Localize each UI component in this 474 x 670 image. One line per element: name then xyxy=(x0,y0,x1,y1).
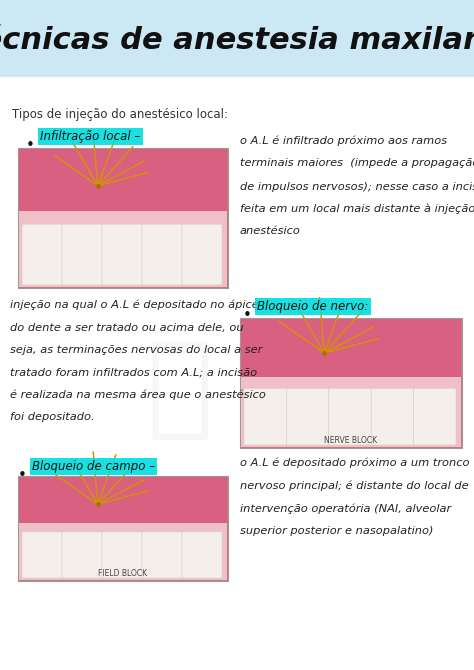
Text: feita em um local mais distante à injeção do: feita em um local mais distante à injeçã… xyxy=(240,204,474,214)
FancyBboxPatch shape xyxy=(371,389,414,445)
FancyBboxPatch shape xyxy=(102,532,142,578)
Bar xyxy=(18,476,228,581)
Text: FIELD BLOCK: FIELD BLOCK xyxy=(99,569,147,578)
Text: o A.L é depositado próximo a um tronco: o A.L é depositado próximo a um tronco xyxy=(240,458,470,468)
Bar xyxy=(241,319,461,377)
FancyBboxPatch shape xyxy=(182,532,222,578)
FancyBboxPatch shape xyxy=(329,389,371,445)
Text: •: • xyxy=(243,308,251,323)
Text: é realizada na mesma área que o anestésico: é realizada na mesma área que o anestési… xyxy=(10,390,266,401)
FancyBboxPatch shape xyxy=(102,224,142,285)
FancyBboxPatch shape xyxy=(62,224,102,285)
Bar xyxy=(19,477,227,524)
Bar xyxy=(0,0,474,77)
Text: tratado foram infiltrados com A.L; a incisão: tratado foram infiltrados com A.L; a inc… xyxy=(10,368,257,377)
FancyBboxPatch shape xyxy=(414,389,456,445)
Text: o A.L é infiltrado próximo aos ramos: o A.L é infiltrado próximo aos ramos xyxy=(240,136,447,147)
FancyBboxPatch shape xyxy=(142,224,182,285)
FancyBboxPatch shape xyxy=(286,389,329,445)
Text: Bloqueio de nervo:: Bloqueio de nervo: xyxy=(257,300,368,313)
Bar xyxy=(19,523,227,580)
Bar xyxy=(19,211,227,287)
Text: intervenção operatória (NAI, alveolar: intervenção operatória (NAI, alveolar xyxy=(240,503,451,513)
Text: nervoso principal; é distante do local de: nervoso principal; é distante do local d… xyxy=(240,480,469,491)
Text: 🦷: 🦷 xyxy=(147,336,213,444)
Bar xyxy=(18,148,228,288)
Text: do dente a ser tratado ou acima dele, ou: do dente a ser tratado ou acima dele, ou xyxy=(10,322,244,332)
Text: terminais maiores  (impede a propagação: terminais maiores (impede a propagação xyxy=(240,159,474,168)
Bar xyxy=(19,149,227,212)
Text: •: • xyxy=(18,468,27,483)
Text: Infiltração local –: Infiltração local – xyxy=(40,130,140,143)
Text: Bloqueio de campo –: Bloqueio de campo – xyxy=(32,460,155,473)
Text: de impulsos nervosos); nesse caso a incisão é: de impulsos nervosos); nesse caso a inci… xyxy=(240,181,474,192)
Text: NERVE BLOCK: NERVE BLOCK xyxy=(324,436,378,445)
Text: Tipos de injeção do anestésico local:: Tipos de injeção do anestésico local: xyxy=(12,108,228,121)
Bar xyxy=(240,318,462,448)
Text: anestésico: anestésico xyxy=(240,226,301,236)
Text: técnicas de anestesia maxilar: técnicas de anestesia maxilar xyxy=(0,25,474,54)
Text: injeção na qual o A.L é depositado no ápice: injeção na qual o A.L é depositado no áp… xyxy=(10,300,259,310)
FancyBboxPatch shape xyxy=(182,224,222,285)
FancyBboxPatch shape xyxy=(62,532,102,578)
FancyBboxPatch shape xyxy=(22,224,62,285)
FancyBboxPatch shape xyxy=(22,532,62,578)
Text: •: • xyxy=(26,138,35,153)
Text: superior posterior e nasopalatino): superior posterior e nasopalatino) xyxy=(240,525,434,535)
FancyBboxPatch shape xyxy=(142,532,182,578)
Text: foi depositado.: foi depositado. xyxy=(10,413,95,423)
Bar xyxy=(241,377,461,447)
FancyBboxPatch shape xyxy=(244,389,286,445)
Text: seja, as terminações nervosas do local a ser: seja, as terminações nervosas do local a… xyxy=(10,345,262,355)
